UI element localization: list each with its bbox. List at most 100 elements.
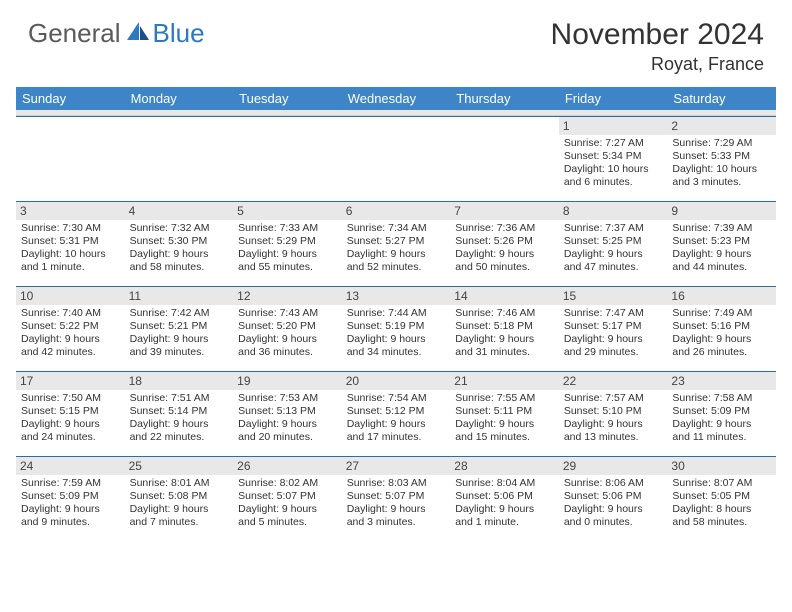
- day-number: 6: [342, 202, 451, 220]
- day-info: Sunrise: 8:07 AMSunset: 5:05 PMDaylight:…: [672, 477, 771, 530]
- day-cell: 13 Sunrise: 7:44 AMSunset: 5:19 PMDayligh…: [342, 287, 451, 371]
- sunrise-text: Sunrise: 7:46 AM: [455, 307, 554, 320]
- day-info: Sunrise: 7:58 AMSunset: 5:09 PMDaylight:…: [672, 392, 771, 445]
- sunrise-text: Sunrise: 7:51 AM: [130, 392, 229, 405]
- day-number: 20: [342, 372, 451, 390]
- sunrise-text: Sunrise: 7:53 AM: [238, 392, 337, 405]
- day-info: Sunrise: 7:27 AMSunset: 5:34 PMDaylight:…: [564, 137, 663, 190]
- sunset-text: Sunset: 5:06 PM: [455, 490, 554, 503]
- sunrise-text: Sunrise: 7:29 AM: [672, 137, 771, 150]
- day-number: 27: [342, 457, 451, 475]
- brand-part2: Blue: [153, 18, 205, 49]
- daylight-text: Daylight: 8 hours and 58 minutes.: [672, 503, 771, 529]
- daylight-text: Daylight: 9 hours and 0 minutes.: [564, 503, 663, 529]
- day-number: 12: [233, 287, 342, 305]
- day-number: 22: [559, 372, 668, 390]
- daylight-text: Daylight: 9 hours and 39 minutes.: [130, 333, 229, 359]
- sunset-text: Sunset: 5:07 PM: [347, 490, 446, 503]
- day-info: Sunrise: 7:44 AMSunset: 5:19 PMDaylight:…: [347, 307, 446, 360]
- sunrise-text: Sunrise: 7:57 AM: [564, 392, 663, 405]
- sunset-text: Sunset: 5:09 PM: [21, 490, 120, 503]
- title-block: November 2024 Royat, France: [551, 18, 764, 75]
- day-number: 28: [450, 457, 559, 475]
- sunset-text: Sunset: 5:11 PM: [455, 405, 554, 418]
- day-cell: 28 Sunrise: 8:04 AMSunset: 5:06 PMDayligh…: [450, 457, 559, 541]
- day-cell: 30Sunrise: 8:07 AMSunset: 5:05 PMDayligh…: [667, 457, 776, 541]
- day-info: Sunrise: 7:42 AMSunset: 5:21 PMDaylight:…: [130, 307, 229, 360]
- daylight-text: Daylight: 9 hours and 17 minutes.: [347, 418, 446, 444]
- sunrise-text: Sunrise: 7:34 AM: [347, 222, 446, 235]
- day-cell: 20Sunrise: 7:54 AMSunset: 5:12 PMDayligh…: [342, 372, 451, 456]
- daylight-text: Daylight: 9 hours and 47 minutes.: [564, 248, 663, 274]
- daylight-text: Daylight: 9 hours and 1 minute.: [455, 503, 554, 529]
- day-cell: 15Sunrise: 7:47 AMSunset: 5:17 PMDayligh…: [559, 287, 668, 371]
- sunrise-text: Sunrise: 8:06 AM: [564, 477, 663, 490]
- day-info: Sunrise: 7:57 AMSunset: 5:10 PMDaylight:…: [564, 392, 663, 445]
- weekday-sat: Saturday: [667, 87, 776, 110]
- brand-part1: General: [28, 18, 121, 49]
- sunrise-text: Sunrise: 7:37 AM: [564, 222, 663, 235]
- daylight-text: Daylight: 9 hours and 15 minutes.: [455, 418, 554, 444]
- day-info: Sunrise: 8:03 AMSunset: 5:07 PMDaylight:…: [347, 477, 446, 530]
- day-number: 16: [667, 287, 776, 305]
- sunrise-text: Sunrise: 7:33 AM: [238, 222, 337, 235]
- day-info: Sunrise: 7:37 AMSunset: 5:25 PMDaylight:…: [564, 222, 663, 275]
- day-cell: [342, 117, 451, 201]
- daylight-text: Daylight: 9 hours and 36 minutes.: [238, 333, 337, 359]
- sunrise-text: Sunrise: 7:39 AM: [672, 222, 771, 235]
- sunset-text: Sunset: 5:18 PM: [455, 320, 554, 333]
- daylight-text: Daylight: 9 hours and 13 minutes.: [564, 418, 663, 444]
- location: Royat, France: [551, 54, 764, 75]
- week-row: 24Sunrise: 7:59 AMSunset: 5:09 PMDayligh…: [16, 456, 776, 541]
- sunrise-text: Sunrise: 7:32 AM: [130, 222, 229, 235]
- day-info: Sunrise: 8:06 AMSunset: 5:06 PMDaylight:…: [564, 477, 663, 530]
- sunrise-text: Sunrise: 7:47 AM: [564, 307, 663, 320]
- day-number: 10: [16, 287, 125, 305]
- day-number: 15: [559, 287, 668, 305]
- day-cell: 1Sunrise: 7:27 AMSunset: 5:34 PMDaylight…: [559, 117, 668, 201]
- day-cell: 27 Sunrise: 8:03 AMSunset: 5:07 PMDayligh…: [342, 457, 451, 541]
- day-info: Sunrise: 7:36 AMSunset: 5:26 PMDaylight:…: [455, 222, 554, 275]
- day-cell: 23Sunrise: 7:58 AMSunset: 5:09 PMDayligh…: [667, 372, 776, 456]
- sunset-text: Sunset: 5:08 PM: [130, 490, 229, 503]
- day-number: 19: [233, 372, 342, 390]
- daylight-text: Daylight: 9 hours and 50 minutes.: [455, 248, 554, 274]
- sunset-text: Sunset: 5:13 PM: [238, 405, 337, 418]
- sunset-text: Sunset: 5:29 PM: [238, 235, 337, 248]
- sunset-text: Sunset: 5:06 PM: [564, 490, 663, 503]
- week-row: 1Sunrise: 7:27 AMSunset: 5:34 PMDaylight…: [16, 116, 776, 201]
- sunset-text: Sunset: 5:05 PM: [672, 490, 771, 503]
- day-info: Sunrise: 7:32 AMSunset: 5:30 PMDaylight:…: [130, 222, 229, 275]
- daylight-text: Daylight: 9 hours and 42 minutes.: [21, 333, 120, 359]
- day-cell: 18Sunrise: 7:51 AMSunset: 5:14 PMDayligh…: [125, 372, 234, 456]
- day-number: 29: [559, 457, 668, 475]
- day-info: Sunrise: 8:02 AMSunset: 5:07 PMDaylight:…: [238, 477, 337, 530]
- daylight-text: Daylight: 10 hours and 6 minutes.: [564, 163, 663, 189]
- day-number: 18: [125, 372, 234, 390]
- sunset-text: Sunset: 5:09 PM: [672, 405, 771, 418]
- day-cell: 4Sunrise: 7:32 AMSunset: 5:30 PMDaylight…: [125, 202, 234, 286]
- sunset-text: Sunset: 5:16 PM: [672, 320, 771, 333]
- daylight-text: Daylight: 9 hours and 44 minutes.: [672, 248, 771, 274]
- day-cell: 17Sunrise: 7:50 AMSunset: 5:15 PMDayligh…: [16, 372, 125, 456]
- sunset-text: Sunset: 5:17 PM: [564, 320, 663, 333]
- sunset-text: Sunset: 5:26 PM: [455, 235, 554, 248]
- day-cell: 9Sunrise: 7:39 AMSunset: 5:23 PMDaylight…: [667, 202, 776, 286]
- day-number: 26: [233, 457, 342, 475]
- daylight-text: Daylight: 9 hours and 31 minutes.: [455, 333, 554, 359]
- daylight-text: Daylight: 10 hours and 1 minute.: [21, 248, 120, 274]
- sunset-text: Sunset: 5:14 PM: [130, 405, 229, 418]
- day-number: 24: [16, 457, 125, 475]
- header: General Blue November 2024 Royat, France: [0, 0, 792, 81]
- daylight-text: Daylight: 9 hours and 3 minutes.: [347, 503, 446, 529]
- sunrise-text: Sunrise: 7:54 AM: [347, 392, 446, 405]
- sunset-text: Sunset: 5:19 PM: [347, 320, 446, 333]
- day-info: Sunrise: 7:33 AMSunset: 5:29 PMDaylight:…: [238, 222, 337, 275]
- day-cell: 11Sunrise: 7:42 AMSunset: 5:21 PMDayligh…: [125, 287, 234, 371]
- day-info: Sunrise: 7:55 AMSunset: 5:11 PMDaylight:…: [455, 392, 554, 445]
- sunrise-text: Sunrise: 8:04 AM: [455, 477, 554, 490]
- sunset-text: Sunset: 5:23 PM: [672, 235, 771, 248]
- day-number: 13: [342, 287, 451, 305]
- daylight-text: Daylight: 9 hours and 34 minutes.: [347, 333, 446, 359]
- daylight-text: Daylight: 10 hours and 3 minutes.: [672, 163, 771, 189]
